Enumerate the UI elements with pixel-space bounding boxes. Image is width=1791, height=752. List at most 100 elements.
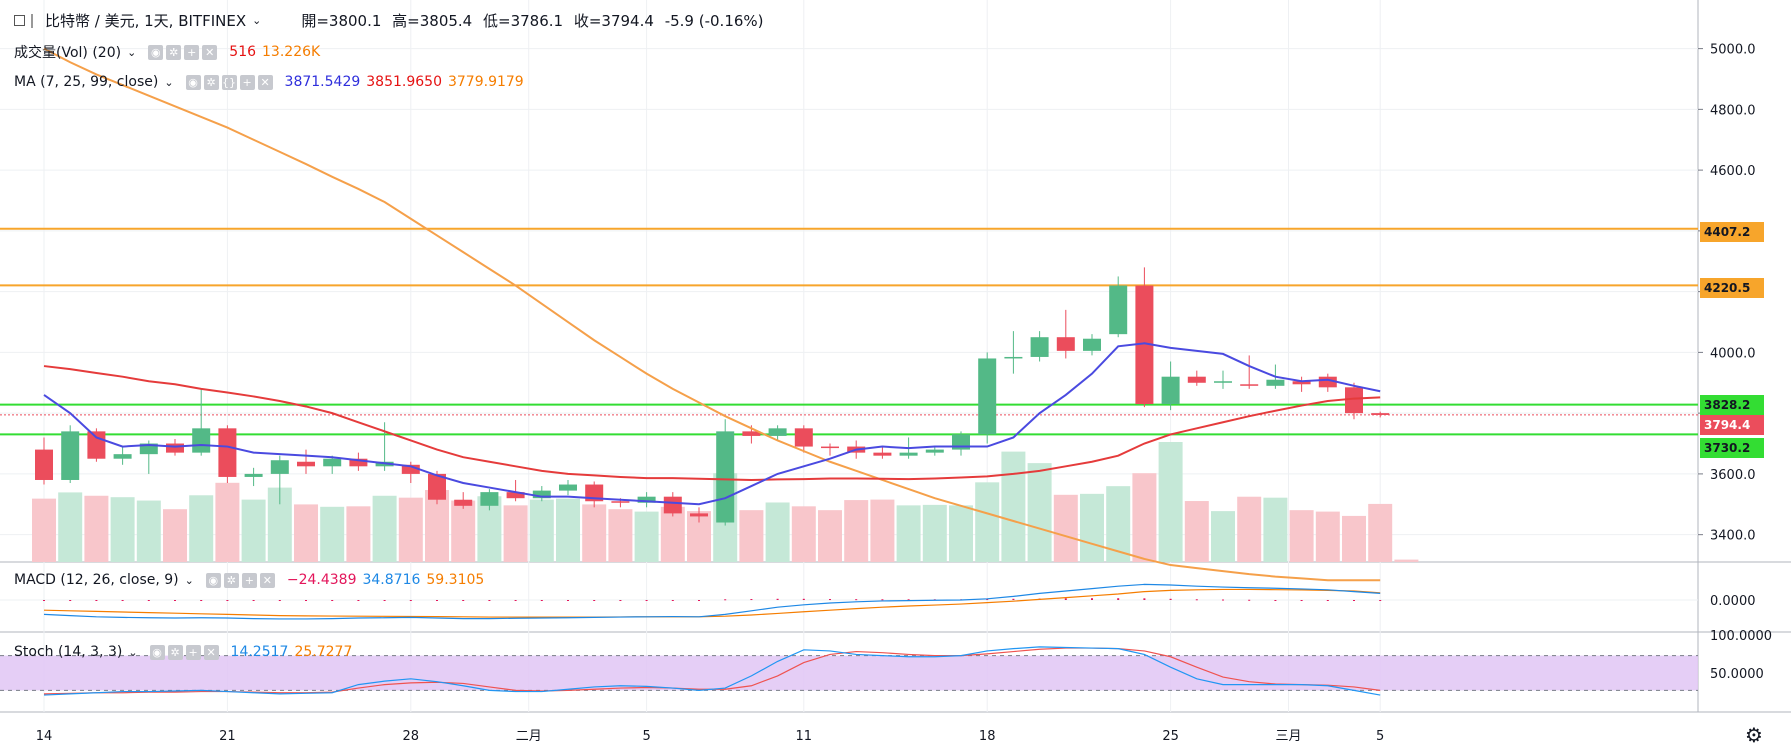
close-value: 收=3794.4 xyxy=(573,12,654,30)
eye-icon[interactable]: ◉ xyxy=(205,572,221,588)
stoch-tick-label: 100.0000 xyxy=(1710,629,1772,644)
volume-bar xyxy=(1132,473,1157,562)
x-tick-label: 5 xyxy=(642,729,650,744)
symbol-label[interactable]: 比特幣 / 美元, 1天, BITFINEX xyxy=(45,12,247,30)
macd-hist-bar xyxy=(567,600,569,601)
macd-hist-bar xyxy=(1300,600,1303,601)
volume-bar xyxy=(32,498,56,562)
flag-icon[interactable] xyxy=(31,13,39,28)
braces-icon[interactable]: {} xyxy=(221,74,237,90)
volume-bar xyxy=(739,510,764,562)
macd-hist-bar xyxy=(200,600,203,601)
chevron-down-icon[interactable]: ⌄ xyxy=(127,45,137,59)
macd-hist-bar xyxy=(1195,599,1198,601)
x-tick-label: 28 xyxy=(403,729,420,744)
macd-title[interactable]: MACD (12, 26, close, 9) xyxy=(14,572,179,588)
close-icon[interactable]: ✕ xyxy=(203,644,219,660)
macd-hist-bar xyxy=(776,598,779,600)
macd-hist-bar xyxy=(1326,600,1329,601)
volume-bar xyxy=(529,499,554,562)
macd-hist-bar xyxy=(593,600,596,601)
macd-signal-value: 59.3105 xyxy=(426,572,485,588)
hline-label-4220: 4220.5 xyxy=(1700,278,1764,298)
eye-icon[interactable]: ◉ xyxy=(185,74,201,90)
volume-bar xyxy=(1184,501,1209,562)
macd-hist-bar xyxy=(331,600,334,601)
symbol-legend: 比特幣 / 美元, 1天, BITFINEX ⌄ 開=3800.1 高=3805… xyxy=(14,10,770,31)
close-icon[interactable]: ✕ xyxy=(257,74,273,90)
macd-tick-label: 0.0000 xyxy=(1710,594,1756,609)
macd-hist-bar xyxy=(1117,598,1120,600)
candle-body xyxy=(166,443,184,453)
macd-hist-bar xyxy=(462,600,465,601)
macd-hist-bar xyxy=(43,600,45,601)
candle-body xyxy=(297,461,315,467)
chevron-down-icon[interactable]: ⌄ xyxy=(128,645,138,659)
macd-hist-bar xyxy=(1274,600,1277,601)
stoch-k-value: 14.2517 xyxy=(230,644,289,660)
collapse-icon[interactable] xyxy=(14,15,25,26)
stoch-k-line xyxy=(43,646,1381,696)
plus-icon[interactable]: + xyxy=(241,572,257,588)
gear-icon[interactable]: ⚙ xyxy=(1745,723,1763,747)
x-tick-label: 21 xyxy=(219,729,236,744)
candle-body xyxy=(139,443,158,455)
chevron-down-icon[interactable]: ⌄ xyxy=(164,75,174,89)
volume-bar xyxy=(1342,515,1366,562)
macd-hist-bar xyxy=(698,600,700,601)
candle-body xyxy=(663,496,682,514)
macd-hist-bar xyxy=(1248,599,1251,601)
macd-hist-bar xyxy=(357,600,360,601)
close-icon[interactable]: ✕ xyxy=(259,572,275,588)
hline-label-4407: 4407.2 xyxy=(1700,222,1764,242)
ma-legend: MA (7, 25, 99, close) ⌄ ◉ ✲ {} + ✕ 3871.… xyxy=(14,74,524,90)
volume-bar xyxy=(556,498,580,562)
plus-icon[interactable]: + xyxy=(184,44,200,60)
x-tick-label: 14 xyxy=(36,729,53,744)
gear-icon[interactable]: ✲ xyxy=(203,74,219,90)
candle-body xyxy=(1318,376,1337,388)
candle-body xyxy=(87,431,106,459)
candle-body xyxy=(611,501,630,503)
chevron-down-icon[interactable]: ⌄ xyxy=(184,573,194,587)
gear-icon[interactable]: ✲ xyxy=(167,644,183,660)
plus-icon[interactable]: + xyxy=(239,74,255,90)
candle-body xyxy=(323,458,342,467)
candle-body xyxy=(873,452,892,456)
candle-body xyxy=(1240,384,1259,386)
macd-hist-bar xyxy=(1143,598,1146,600)
eye-icon[interactable]: ◉ xyxy=(148,44,164,60)
macd-hist-bar xyxy=(1012,598,1015,600)
volume-bar xyxy=(215,482,240,562)
macd-hist-bar xyxy=(1091,598,1093,600)
stoch-title[interactable]: Stoch (14, 3, 3) xyxy=(14,644,123,660)
volume-bar xyxy=(189,495,214,562)
macd-hist-bar xyxy=(881,599,884,601)
volume-legend: 成交量(Vol) (20) ⌄ ◉ ✲ + ✕ 516 13.226K xyxy=(14,42,320,62)
volume-title[interactable]: 成交量(Vol) (20) xyxy=(14,45,122,61)
candle-body xyxy=(1056,337,1075,351)
gear-icon[interactable]: ✲ xyxy=(166,44,182,60)
gear-icon[interactable]: ✲ xyxy=(223,572,239,588)
chevron-down-icon[interactable]: ⌄ xyxy=(252,14,262,27)
close-icon[interactable]: ✕ xyxy=(202,44,218,60)
volume-bar xyxy=(1211,511,1235,562)
volume-bar xyxy=(818,510,842,562)
macd-hist-bar xyxy=(619,600,622,601)
ma-title[interactable]: MA (7, 25, 99, close) xyxy=(14,74,159,90)
candle-body xyxy=(506,492,525,499)
volume-bar xyxy=(346,506,371,562)
candle-body xyxy=(454,499,473,506)
plus-icon[interactable]: + xyxy=(185,644,201,660)
macd-hist-bar xyxy=(855,599,858,601)
candle-body xyxy=(192,428,211,453)
macd-hist-bar xyxy=(305,600,307,601)
macd-hist-bar xyxy=(1353,600,1355,601)
candle-body xyxy=(1135,285,1154,405)
volume-bar xyxy=(136,500,161,562)
candle-body xyxy=(1371,413,1390,415)
volume-bar xyxy=(1315,511,1340,562)
eye-icon[interactable]: ◉ xyxy=(149,644,165,660)
candle-body xyxy=(716,431,735,523)
